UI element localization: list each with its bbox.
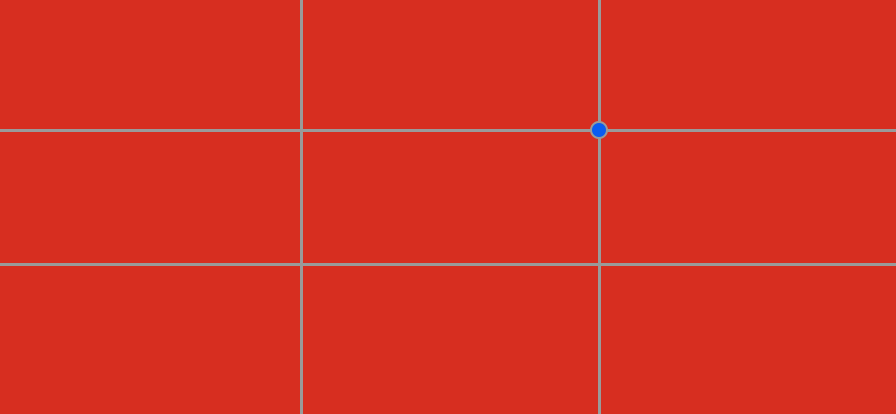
grid-line-horizontal-2 [0, 263, 896, 266]
grid-line-horizontal-1 [0, 129, 896, 132]
grid-line-vertical-2 [598, 0, 601, 414]
grid-line-vertical-1 [300, 0, 303, 414]
focus-point-icon[interactable] [590, 121, 608, 139]
